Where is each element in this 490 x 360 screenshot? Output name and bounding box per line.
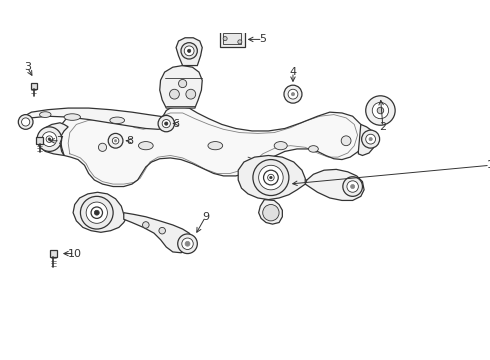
Circle shape <box>158 116 174 132</box>
Circle shape <box>46 136 52 143</box>
Ellipse shape <box>208 141 222 150</box>
Circle shape <box>264 170 278 185</box>
Circle shape <box>114 140 117 142</box>
Polygon shape <box>22 108 171 129</box>
Text: 10: 10 <box>68 248 82 258</box>
Text: 4: 4 <box>290 67 296 77</box>
Ellipse shape <box>309 146 318 152</box>
Circle shape <box>112 138 119 144</box>
Polygon shape <box>176 38 202 66</box>
Circle shape <box>372 102 389 119</box>
Text: 5: 5 <box>259 35 266 44</box>
Circle shape <box>80 196 113 229</box>
Circle shape <box>37 127 62 152</box>
Circle shape <box>170 89 179 99</box>
Circle shape <box>253 159 289 195</box>
Circle shape <box>42 132 57 147</box>
Circle shape <box>86 202 107 223</box>
Circle shape <box>223 36 227 41</box>
Polygon shape <box>358 125 375 156</box>
Circle shape <box>292 93 294 96</box>
Circle shape <box>18 114 33 129</box>
Circle shape <box>186 89 196 99</box>
Text: 9: 9 <box>202 212 209 222</box>
Circle shape <box>143 222 149 228</box>
Ellipse shape <box>40 112 51 117</box>
Circle shape <box>159 228 166 234</box>
Text: 8: 8 <box>126 136 133 146</box>
Polygon shape <box>259 199 282 224</box>
Circle shape <box>184 46 194 56</box>
Ellipse shape <box>274 141 287 150</box>
Circle shape <box>165 122 168 125</box>
Circle shape <box>91 207 102 219</box>
Circle shape <box>162 120 171 128</box>
Bar <box>50 250 57 257</box>
Circle shape <box>181 43 197 59</box>
Circle shape <box>182 238 193 249</box>
Circle shape <box>178 80 187 87</box>
Ellipse shape <box>64 114 80 120</box>
Circle shape <box>108 134 123 148</box>
Ellipse shape <box>110 117 124 123</box>
Bar <box>36 138 43 144</box>
Text: 7: 7 <box>56 136 64 146</box>
Polygon shape <box>39 123 68 156</box>
Circle shape <box>48 138 50 140</box>
Ellipse shape <box>139 141 153 150</box>
Circle shape <box>369 138 372 141</box>
Circle shape <box>284 85 302 103</box>
Circle shape <box>268 174 274 181</box>
Circle shape <box>377 107 384 114</box>
Circle shape <box>366 134 375 144</box>
Circle shape <box>95 210 99 215</box>
Polygon shape <box>305 169 364 201</box>
Polygon shape <box>160 66 202 108</box>
Circle shape <box>98 143 107 152</box>
Circle shape <box>351 184 355 189</box>
Circle shape <box>178 234 197 253</box>
Circle shape <box>366 96 395 125</box>
Polygon shape <box>238 156 305 199</box>
Circle shape <box>341 136 351 146</box>
Bar <box>223 33 242 44</box>
Polygon shape <box>73 192 127 232</box>
Circle shape <box>288 89 298 99</box>
Text: 6: 6 <box>172 118 179 129</box>
Text: 2: 2 <box>379 122 387 132</box>
Polygon shape <box>124 213 193 253</box>
Circle shape <box>22 118 30 126</box>
Circle shape <box>259 165 283 190</box>
Circle shape <box>185 241 190 246</box>
Bar <box>30 83 37 89</box>
Circle shape <box>188 49 191 53</box>
Circle shape <box>362 130 380 148</box>
Text: 3: 3 <box>24 62 31 72</box>
Text: 1: 1 <box>487 160 490 170</box>
Circle shape <box>263 204 279 221</box>
Circle shape <box>270 176 272 179</box>
Bar <box>220 30 245 47</box>
Circle shape <box>343 177 363 196</box>
Circle shape <box>238 40 242 44</box>
Circle shape <box>347 181 358 192</box>
Polygon shape <box>60 107 364 186</box>
